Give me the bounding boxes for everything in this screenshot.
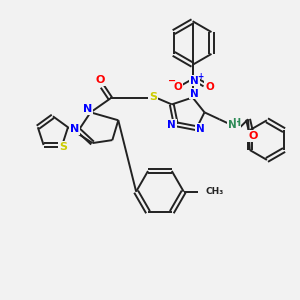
Text: −: − [168, 76, 176, 85]
Text: O: O [96, 75, 105, 85]
Text: N: N [190, 88, 199, 98]
Text: N: N [70, 124, 79, 134]
Text: +: + [197, 72, 204, 81]
Text: CH₃: CH₃ [206, 187, 224, 196]
Text: N: N [196, 124, 205, 134]
Text: N: N [190, 76, 199, 85]
Text: O: O [205, 82, 214, 92]
Text: N: N [83, 104, 92, 114]
Text: N: N [228, 120, 237, 130]
Text: N: N [167, 120, 176, 130]
Text: S: S [59, 142, 67, 152]
Text: O: O [248, 131, 258, 141]
Text: S: S [149, 92, 157, 101]
Text: H: H [232, 118, 240, 128]
Text: O: O [173, 82, 182, 92]
